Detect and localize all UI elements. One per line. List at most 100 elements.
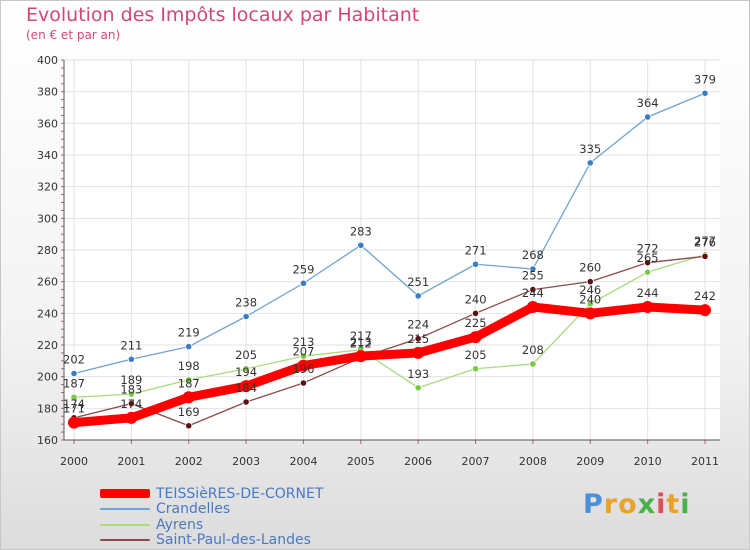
data-label: 364 <box>637 96 659 110</box>
logo-letter: r <box>603 489 619 520</box>
series-line <box>73 255 706 427</box>
legend-item-teissieres[interactable]: TEISSièRES-DE-CORNET <box>100 486 323 502</box>
data-point <box>586 159 594 167</box>
data-point <box>471 365 480 373</box>
x-tick-label: 2009 <box>576 455 604 468</box>
data-label: 211 <box>120 338 142 352</box>
data-point <box>644 113 652 121</box>
chart-subtitle: (en € et par an) <box>26 28 121 42</box>
data-label: 184 <box>235 381 257 395</box>
legend-swatch <box>100 508 150 511</box>
data-point <box>127 399 135 408</box>
data-label: 205 <box>465 348 487 362</box>
data-label: 268 <box>522 248 544 262</box>
data-point <box>354 350 367 363</box>
data-label: 171 <box>63 402 85 416</box>
data-point <box>414 335 422 343</box>
y-tick-label: 380 <box>37 86 58 99</box>
y-tick-label: 260 <box>37 276 58 289</box>
x-tick-label: 2002 <box>175 455 203 468</box>
data-label: 272 <box>637 242 659 256</box>
data-label: 244 <box>522 286 544 300</box>
data-label: 202 <box>63 353 85 367</box>
y-tick-label: 340 <box>37 149 58 162</box>
data-label: 265 <box>637 251 659 265</box>
data-label: 187 <box>63 376 85 390</box>
data-label: 240 <box>579 292 601 306</box>
x-tick-label: 2003 <box>232 455 260 468</box>
data-point <box>584 307 597 320</box>
data-label: 224 <box>407 318 429 332</box>
data-point <box>586 300 594 308</box>
data-label: 196 <box>292 362 314 376</box>
data-label: 244 <box>637 286 659 300</box>
data-label: 276 <box>694 235 716 249</box>
data-label: 217 <box>350 329 372 343</box>
y-tick-label: 180 <box>37 402 58 415</box>
y-tick-label: 360 <box>37 117 58 130</box>
data-point <box>357 241 365 249</box>
legend-label: Ayrens <box>156 516 204 533</box>
data-label: 213 <box>350 335 372 349</box>
x-tick-label: 2011 <box>691 455 719 468</box>
data-point <box>701 252 709 260</box>
data-point <box>299 279 308 287</box>
data-point <box>242 312 250 321</box>
data-point <box>471 260 480 268</box>
data-point <box>529 265 537 273</box>
data-point <box>699 304 711 317</box>
logo-letter: i <box>680 489 691 520</box>
legend: TEISSièRES-DE-CORNET Crandelles Ayrens S… <box>100 486 323 548</box>
data-label: 242 <box>694 289 716 303</box>
x-tick-label: 2007 <box>462 455 490 468</box>
data-label: 198 <box>178 359 200 373</box>
data-point <box>297 359 310 372</box>
series-line <box>73 92 706 375</box>
legend-swatch <box>100 539 150 542</box>
data-label: 193 <box>407 367 429 381</box>
data-label: 225 <box>465 316 487 330</box>
data-label: 205 <box>235 348 257 362</box>
proxiti-logo: Proxiti <box>583 489 691 520</box>
data-point <box>240 380 253 393</box>
data-point <box>182 391 195 404</box>
logo-letter: i <box>656 489 667 520</box>
data-point <box>414 384 422 392</box>
data-point <box>414 292 422 300</box>
data-point <box>185 376 193 384</box>
data-label: 277 <box>694 234 716 248</box>
data-label: 194 <box>235 365 257 379</box>
y-tick-label: 240 <box>37 307 58 320</box>
x-tick-label: 2004 <box>289 455 317 468</box>
data-point <box>641 301 654 313</box>
x-tick-label: 2010 <box>634 455 662 468</box>
data-point <box>644 259 652 267</box>
data-point <box>127 355 135 363</box>
legend-swatch <box>100 489 150 499</box>
y-tick-label: 220 <box>37 339 58 352</box>
y-tick-label: 300 <box>37 212 58 225</box>
data-point <box>526 301 539 313</box>
legend-label: Crandelles <box>156 501 231 518</box>
data-point <box>185 422 193 430</box>
data-point <box>127 390 135 398</box>
data-point <box>586 278 594 286</box>
x-tick-label: 2005 <box>347 455 375 468</box>
data-point <box>299 379 308 387</box>
data-label: 169 <box>178 405 200 419</box>
legend-item-ayrens[interactable]: Ayrens <box>100 517 323 533</box>
legend-label: TEISSièRES-DE-CORNET <box>156 485 324 502</box>
data-label: 215 <box>407 332 429 346</box>
data-label: 246 <box>579 283 601 297</box>
data-point <box>185 342 193 351</box>
series-line <box>69 302 710 428</box>
data-label: 238 <box>235 296 257 310</box>
legend-item-crandelles[interactable]: Crandelles <box>100 501 323 518</box>
data-label: 187 <box>178 376 200 390</box>
data-label: 183 <box>120 383 142 397</box>
data-label: 283 <box>350 224 372 238</box>
logo-letter: o <box>618 489 638 520</box>
y-tick-label: 200 <box>37 371 58 384</box>
legend-item-saint-paul[interactable]: Saint-Paul-des-Landes <box>100 532 323 548</box>
